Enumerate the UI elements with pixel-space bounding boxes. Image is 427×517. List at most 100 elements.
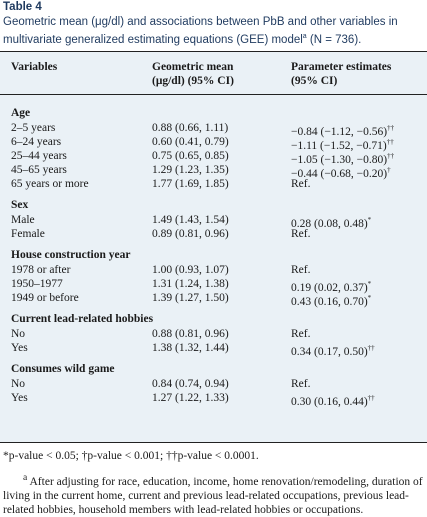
footnote-adjustment: a After adjusting for race, education, i… <box>0 471 427 517</box>
header-variables: Variables <box>11 61 58 73</box>
table-row: Male 1.49 (1.43, 1.54) 0.28 (0.08, 0.48)* <box>0 213 427 230</box>
variable-label: 45–65 years <box>11 164 67 176</box>
parameter-estimate-cell: −1.11 (−1.52, −0.71)†† <box>291 135 394 153</box>
table-row: No 0.88 (0.81, 0.96) Ref. <box>0 327 427 341</box>
table-row: No 0.84 (0.74, 0.94) Ref. <box>0 377 427 391</box>
table-row: Yes 1.27 (1.22, 1.33) 0.30 (0.16, 0.44)†† <box>0 391 427 408</box>
parameter-estimate-value: 0.43 (0.16, 0.70) <box>291 295 368 308</box>
parameter-estimate-value: −0.44 (−0.68, −0.20) <box>291 167 388 180</box>
parameter-estimate-cell: Ref. <box>291 327 310 341</box>
table-bottom-rule <box>0 442 427 443</box>
table-footnotes: *p-value < 0.05; †p-value < 0.001; ††p-v… <box>0 449 427 517</box>
parameter-estimate-cell: −0.84 (−1.12, −0.56)†† <box>291 121 394 139</box>
caption-text: Geometric mean (μg/dl) and associations … <box>3 16 398 46</box>
variable-label: No <box>11 378 26 390</box>
parameter-estimate-value: Ref. <box>291 228 311 240</box>
geometric-mean-cell: 1.31 (1.24, 1.38) <box>152 278 229 290</box>
geometric-mean-cell: 1.00 (0.93, 1.07) <box>152 264 229 276</box>
parameter-estimate-value: 0.34 (0.17, 0.50) <box>291 345 368 358</box>
section-header-row: Age <box>0 106 427 120</box>
parameter-estimate-cell: Ref. <box>291 227 310 241</box>
table-row: 25–44 years 0.75 (0.65, 0.85) −1.05 (−1.30… <box>0 149 427 166</box>
geometric-mean-cell: 0.75 (0.65, 0.85) <box>152 150 229 162</box>
significance-marker: †† <box>367 344 375 352</box>
table-row: 65 years or more 1.77 (1.69, 1.85) Ref. <box>0 177 427 191</box>
significance-marker: †† <box>387 124 395 132</box>
parameter-estimate-value: 0.19 (0.02, 0.37) <box>291 281 368 294</box>
parameter-estimate-cell: Ref. <box>291 263 310 277</box>
table-row: 1950–1977 1.31 (1.24, 1.38) 0.19 (0.02, 0.… <box>0 277 427 294</box>
section-label: Consumes wild game <box>11 363 115 375</box>
table-row: 1978 or after 1.00 (0.93, 1.07) Ref. <box>0 263 427 277</box>
header-parameter-estimates-line1: Parameter estimates <box>291 61 392 73</box>
table-row: 45–65 years 1.29 (1.23, 1.35) −0.44 (−0.68… <box>0 163 427 180</box>
variable-label: No <box>11 328 26 340</box>
geometric-mean-cell: 0.88 (0.81, 0.96) <box>152 328 229 340</box>
geometric-mean-cell: 1.77 (1.69, 1.85) <box>152 178 229 190</box>
header-geometric-mean: Geometric mean (μg/dl) (95% CI) <box>152 60 234 88</box>
section-label: House construction year <box>11 249 131 261</box>
section-header-row: Consumes wild game <box>0 362 427 376</box>
parameter-estimate-cell: Ref. <box>291 377 310 391</box>
table-row: Female 0.89 (0.81, 0.96) Ref. <box>0 227 427 241</box>
parameter-estimate-cell: 0.30 (0.16, 0.44)†† <box>291 391 375 409</box>
variable-label: Male <box>11 214 35 226</box>
parameter-estimate-cell: −0.44 (−0.68, −0.20)† <box>291 163 391 181</box>
section-label: Sex <box>11 199 29 211</box>
geometric-mean-cell: 0.84 (0.74, 0.94) <box>152 378 229 390</box>
header-geometric-mean-line1: Geometric mean <box>152 61 234 73</box>
table-label: Table 4 <box>3 1 42 13</box>
parameter-estimate-value: 0.30 (0.16, 0.44) <box>291 395 368 408</box>
geometric-mean-cell: 0.89 (0.81, 0.96) <box>152 228 229 240</box>
parameter-estimate-value: −0.84 (−1.12, −0.56) <box>291 125 388 138</box>
footnote-adjustment-text: After adjusting for race, education, inc… <box>3 475 423 516</box>
variable-label: Female <box>11 228 45 240</box>
geometric-mean-cell: 1.38 (1.32, 1.44) <box>152 342 229 354</box>
footnote-marker: a <box>23 472 28 483</box>
geometric-mean-cell: 1.49 (1.43, 1.54) <box>152 214 229 226</box>
table-row: 1949 or before 1.39 (1.27, 1.50) 0.43 (0.1… <box>0 291 427 308</box>
significance-marker: * <box>367 294 372 302</box>
significance-marker: † <box>387 166 391 174</box>
section-label: Current lead-related hobbies <box>11 313 154 325</box>
variable-label: 1950–1977 <box>11 278 63 290</box>
caption-n: (N = 736). <box>306 33 362 46</box>
parameter-estimate-cell: 0.43 (0.16, 0.70)* <box>291 291 371 309</box>
parameter-estimate-cell: 0.28 (0.08, 0.48)* <box>291 213 371 231</box>
parameter-estimate-cell: −1.05 (−1.30, −0.80)†† <box>291 149 394 167</box>
variable-label: Yes <box>11 392 28 404</box>
header-parameter-estimates: Parameter estimates (95% CI) <box>291 60 391 88</box>
section-label: Age <box>11 107 31 119</box>
table-row: 2–5 years 0.88 (0.66, 1.11) −0.84 (−1.12, … <box>0 121 427 138</box>
caption-footnote-marker: a <box>302 32 307 40</box>
significance-marker: †† <box>387 152 395 160</box>
parameter-estimate-cell: Ref. <box>291 177 310 191</box>
significance-marker: †† <box>367 394 375 402</box>
variable-label: 65 years or more <box>11 178 89 190</box>
variable-label: 2–5 years <box>11 122 56 134</box>
parameter-estimate-cell: 0.34 (0.17, 0.50)†† <box>291 341 375 359</box>
parameter-estimate-value: −1.05 (−1.30, −0.80) <box>291 153 388 166</box>
parameter-estimate-value: Ref. <box>291 328 311 340</box>
geometric-mean-cell: 1.39 (1.27, 1.50) <box>152 292 229 304</box>
geometric-mean-cell: 0.88 (0.66, 1.11) <box>152 122 229 134</box>
geometric-mean-cell: 1.27 (1.22, 1.33) <box>152 392 229 404</box>
table-row: Yes 1.38 (1.32, 1.44) 0.34 (0.17, 0.50)†† <box>0 341 427 358</box>
geometric-mean-cell: 1.29 (1.23, 1.35) <box>152 164 229 176</box>
variable-label: 6–24 years <box>11 136 62 148</box>
data-table: Variables Geometric mean (μg/dl) (95% CI… <box>0 51 427 443</box>
header-parameter-estimates-line2: (95% CI) <box>291 75 338 87</box>
parameter-estimate-value: Ref. <box>291 264 311 276</box>
significance-marker: * <box>367 216 372 224</box>
significance-marker: * <box>367 280 372 288</box>
table-top-rule <box>0 51 427 52</box>
variable-label: 25–44 years <box>11 150 67 162</box>
section-header-row: Sex <box>0 198 427 212</box>
parameter-estimate-value: Ref. <box>291 178 311 190</box>
table-caption: Geometric mean (μg/dl) and associations … <box>3 15 423 47</box>
header-rule <box>0 94 427 95</box>
parameter-estimate-value: 0.28 (0.08, 0.48) <box>291 217 368 230</box>
significance-marker: †† <box>386 138 394 146</box>
geometric-mean-cell: 0.60 (0.41, 0.79) <box>152 136 229 148</box>
